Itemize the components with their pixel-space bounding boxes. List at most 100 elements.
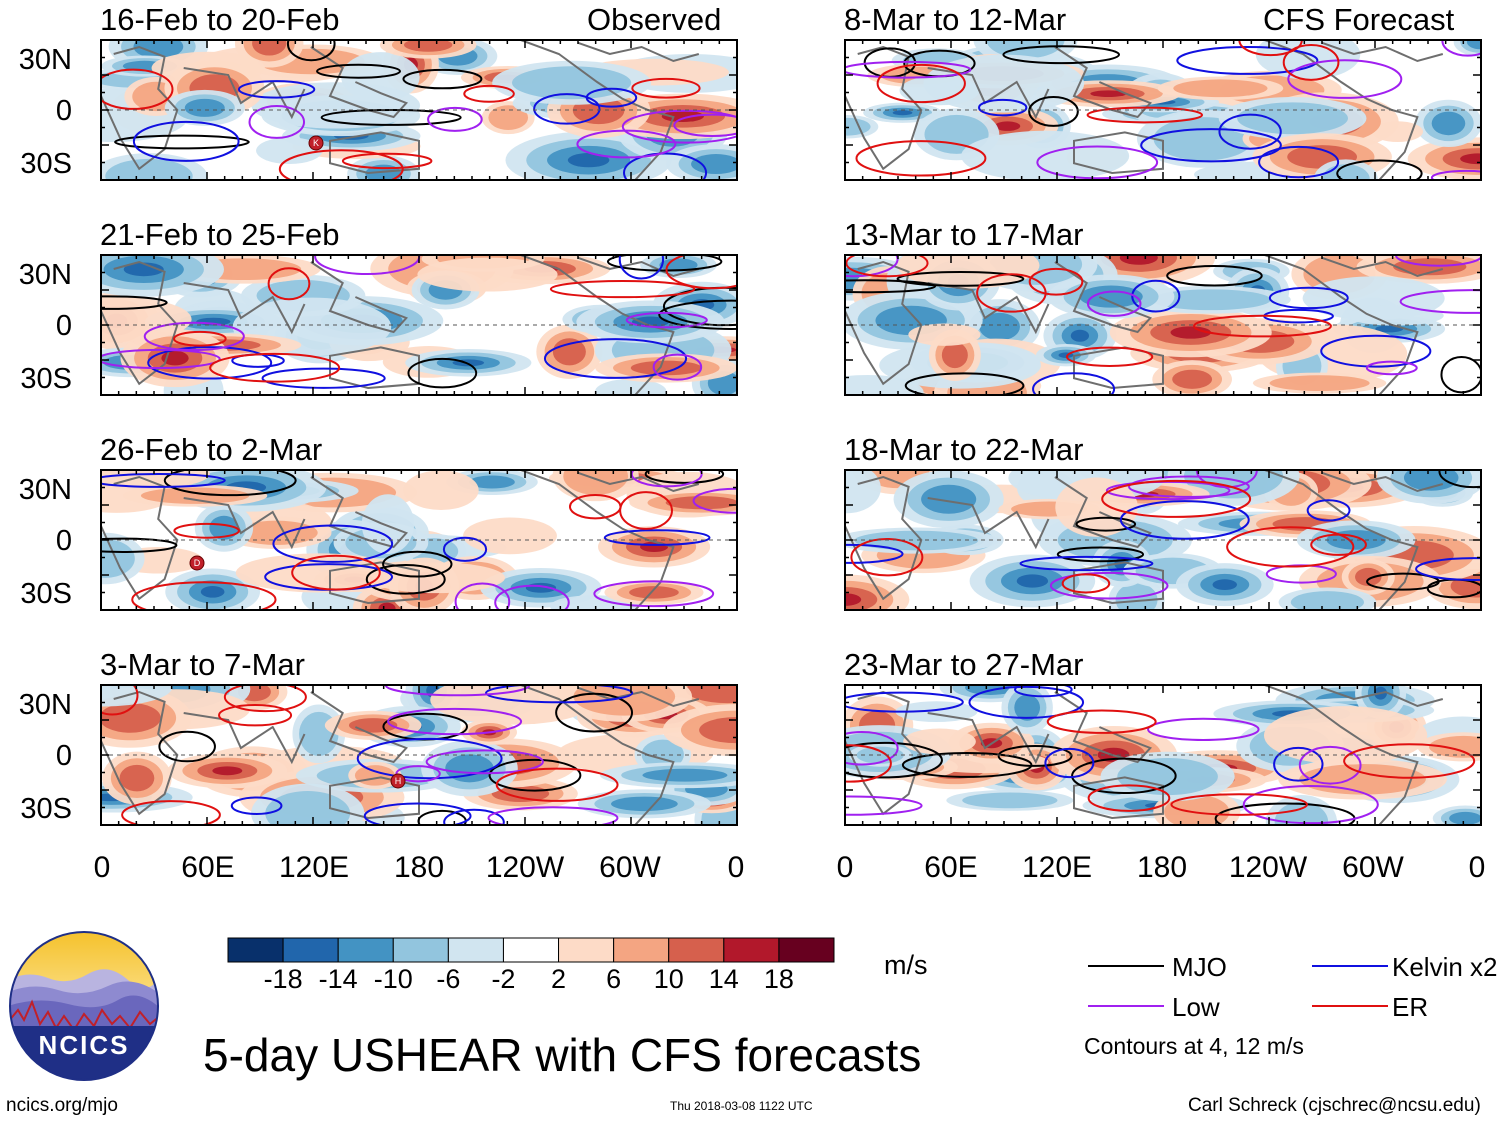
lon-label-right-180: 180 <box>1136 851 1188 884</box>
kelvin-contour <box>1258 145 1340 179</box>
positive-shear-shading <box>234 520 318 545</box>
kelvin-contour <box>1415 557 1481 581</box>
low-contour <box>845 730 899 766</box>
lon-label-left-120w: 120W <box>485 851 565 884</box>
negative-shear-shading <box>1237 102 1348 135</box>
coastline <box>1264 685 1419 825</box>
er-contour <box>1101 479 1252 518</box>
mjo-contour <box>163 470 297 497</box>
negative-shear-shading <box>854 530 979 551</box>
coastline <box>1054 46 1153 119</box>
low-contour <box>387 707 523 736</box>
coastline <box>1321 686 1444 708</box>
footer-url[interactable]: ncics.org/mjo <box>6 1095 118 1116</box>
mjo-contour <box>1166 264 1263 287</box>
mjo-contour <box>1002 45 1121 65</box>
er-contour <box>1065 346 1154 367</box>
low-contour <box>576 129 677 159</box>
negative-shear-shading <box>251 82 421 129</box>
storm-marker-label: D <box>194 558 201 568</box>
colorbar-swatch <box>723 937 780 963</box>
kelvin-contour <box>585 87 638 108</box>
negative-shear-shading <box>1016 574 1049 588</box>
coastline <box>577 256 700 278</box>
kelvin-contour <box>356 737 503 780</box>
kelvin-contour <box>132 120 240 162</box>
positive-shear-shading <box>630 360 702 376</box>
low-contour <box>143 321 245 352</box>
negative-shear-shading <box>133 40 184 59</box>
coastline <box>1264 470 1419 610</box>
colorbar-swatch <box>613 937 670 963</box>
lon-label-left-60w: 60W <box>599 851 661 884</box>
storm-marker: D <box>189 555 205 571</box>
positive-shear-shading <box>908 323 981 346</box>
er-contour <box>463 84 515 103</box>
positive-shear-shading <box>463 517 557 555</box>
er-contour <box>101 68 174 110</box>
low-contour <box>625 311 708 329</box>
coastline <box>520 470 675 610</box>
low-contour <box>427 106 483 132</box>
lon-label-right-120w: 120W <box>1228 851 1308 884</box>
map-panel-left-3 <box>100 684 738 826</box>
positive-shear-shading <box>1119 255 1158 265</box>
lon-label-left-0: 0 <box>93 851 111 884</box>
mjo-contour <box>382 550 453 578</box>
mjo-contour <box>845 741 943 779</box>
er-contour <box>1087 784 1171 812</box>
coastline <box>101 260 179 386</box>
lat-label-30s: 30S <box>20 363 72 395</box>
er-contour <box>101 685 139 716</box>
negative-shear-shading <box>611 796 678 812</box>
mjo-contour <box>555 692 634 733</box>
low-contour <box>1298 745 1362 785</box>
kelvin-contour <box>1044 747 1095 779</box>
lat-label-30s: 30S <box>20 793 72 825</box>
low-contour <box>593 580 715 608</box>
negative-shear-shading <box>1150 289 1271 311</box>
mjo-contour <box>365 564 446 595</box>
positive-shear-shading <box>378 602 396 610</box>
positive-shear-shading <box>491 785 550 803</box>
er-contour <box>341 152 433 170</box>
negative-shear-shading <box>1431 111 1466 136</box>
coastline <box>183 67 306 120</box>
mjo-contour <box>644 470 725 484</box>
low-contour <box>621 109 737 144</box>
mjo-contour <box>845 279 937 294</box>
colorbar-tick-label: -18 <box>263 964 303 994</box>
negative-shear-shading <box>105 158 193 180</box>
colorbar-tick-label: 6 <box>606 964 622 994</box>
er-contour <box>1028 267 1084 296</box>
lat-label-30n: 30N <box>18 44 72 76</box>
forecast-label: CFS Forecast <box>1263 2 1455 37</box>
ncics-logo: NCICS <box>9 931 159 1081</box>
mjo-contour <box>901 751 1033 778</box>
lat-label-30n: 30N <box>18 259 72 291</box>
colorbar-swatch <box>558 937 615 963</box>
er-contour <box>173 522 240 539</box>
kelvin-contour <box>1268 286 1349 310</box>
positive-shear-shading <box>629 586 679 599</box>
coastline <box>183 497 306 550</box>
panel-title-right-0: 8-Mar to 12-Mar <box>844 2 1067 37</box>
colorbar-swatch <box>337 937 394 963</box>
colorbar-swatch <box>227 937 284 963</box>
negative-shear-shading <box>1117 757 1218 796</box>
lat-label-eq: 0 <box>55 310 72 342</box>
mjo-contour <box>1336 159 1423 180</box>
main-title: 5-day USHEAR with CFS forecasts <box>203 1029 922 1081</box>
positive-shear-shading <box>488 105 529 130</box>
coastline <box>845 475 923 601</box>
mjo-contour <box>658 299 737 330</box>
kelvin-contour <box>1131 279 1181 313</box>
negative-shear-shading <box>899 75 980 106</box>
kelvin-contour <box>1176 46 1319 75</box>
map-panel-left-2 <box>100 469 738 611</box>
lon-label-right-0e: 0 <box>1468 851 1486 884</box>
mjo-contour <box>997 745 1073 767</box>
negative-shear-shading <box>845 374 924 395</box>
kelvin-contour <box>845 691 964 713</box>
positive-shear-shading <box>235 553 403 593</box>
